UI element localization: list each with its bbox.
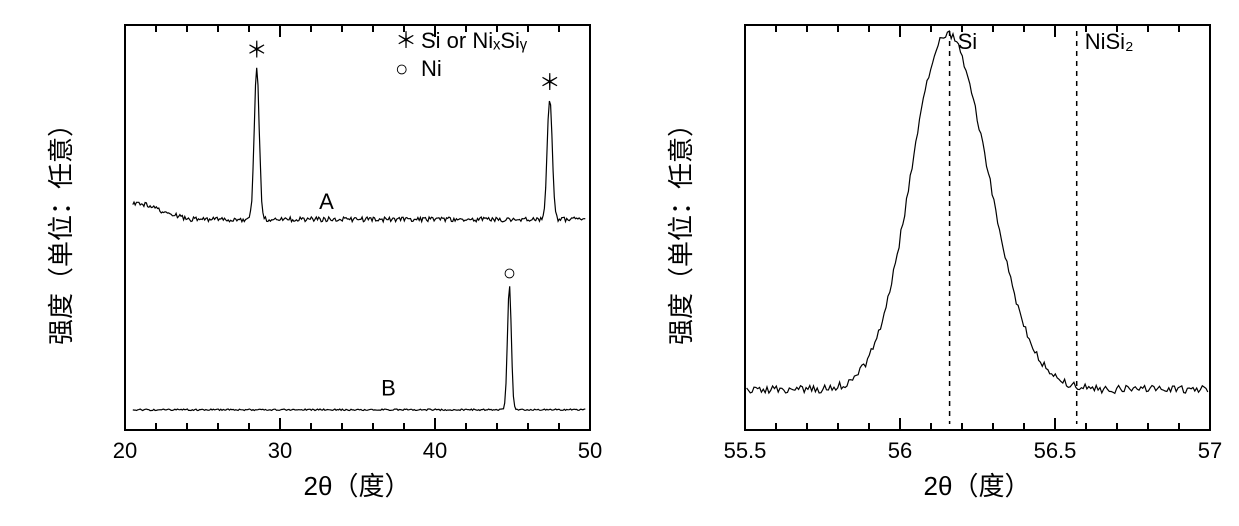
peak-marker: ＊: [539, 70, 561, 95]
xrd-chart-right: 55.55656.557 SiNiSi₂ 强度（单位：任意） 2θ（度）: [650, 10, 1225, 510]
peak-marker: ○: [503, 260, 516, 285]
xrd-chart-left: 20304050 ＊Si or NiₓSiᵧ○Ni ＊＊A○B 强度（单位：任意…: [30, 10, 605, 510]
series-label: B: [381, 376, 396, 401]
legend-marker: ＊: [395, 28, 417, 53]
x-tick-label: 56.5: [1034, 438, 1077, 463]
x-axis-label-left: 2θ（度）: [304, 471, 411, 501]
x-tick-label: 55.5: [724, 438, 767, 463]
x-axis-label-right: 2θ（度）: [924, 471, 1031, 501]
series-label: A: [319, 189, 334, 214]
y-axis-label-right: 强度（单位：任意）: [666, 111, 696, 345]
x-tick-label: 56: [888, 438, 912, 463]
x-tick-label: 20: [113, 438, 137, 463]
peak-marker: ＊: [246, 38, 268, 63]
trace-b: [133, 286, 586, 410]
trace-a: [133, 68, 586, 222]
x-tick-label: 40: [423, 438, 447, 463]
xrd-panel-right: 55.55656.557 SiNiSi₂ 强度（单位：任意） 2θ（度）: [650, 10, 1225, 510]
x-tick-label: 50: [578, 438, 602, 463]
legend-marker: ○: [395, 56, 408, 81]
x-tick-label: 30: [268, 438, 292, 463]
legend-label: Si or NiₓSiᵧ: [421, 28, 528, 53]
trace-zoom: [747, 31, 1208, 393]
reference-label: NiSi₂: [1085, 29, 1134, 54]
xrd-panel-left: 20304050 ＊Si or NiₓSiᵧ○Ni ＊＊A○B 强度（单位：任意…: [30, 10, 605, 510]
y-axis-label-left: 强度（单位：任意）: [46, 111, 76, 345]
x-tick-label: 57: [1198, 438, 1222, 463]
legend-label: Ni: [421, 56, 442, 81]
